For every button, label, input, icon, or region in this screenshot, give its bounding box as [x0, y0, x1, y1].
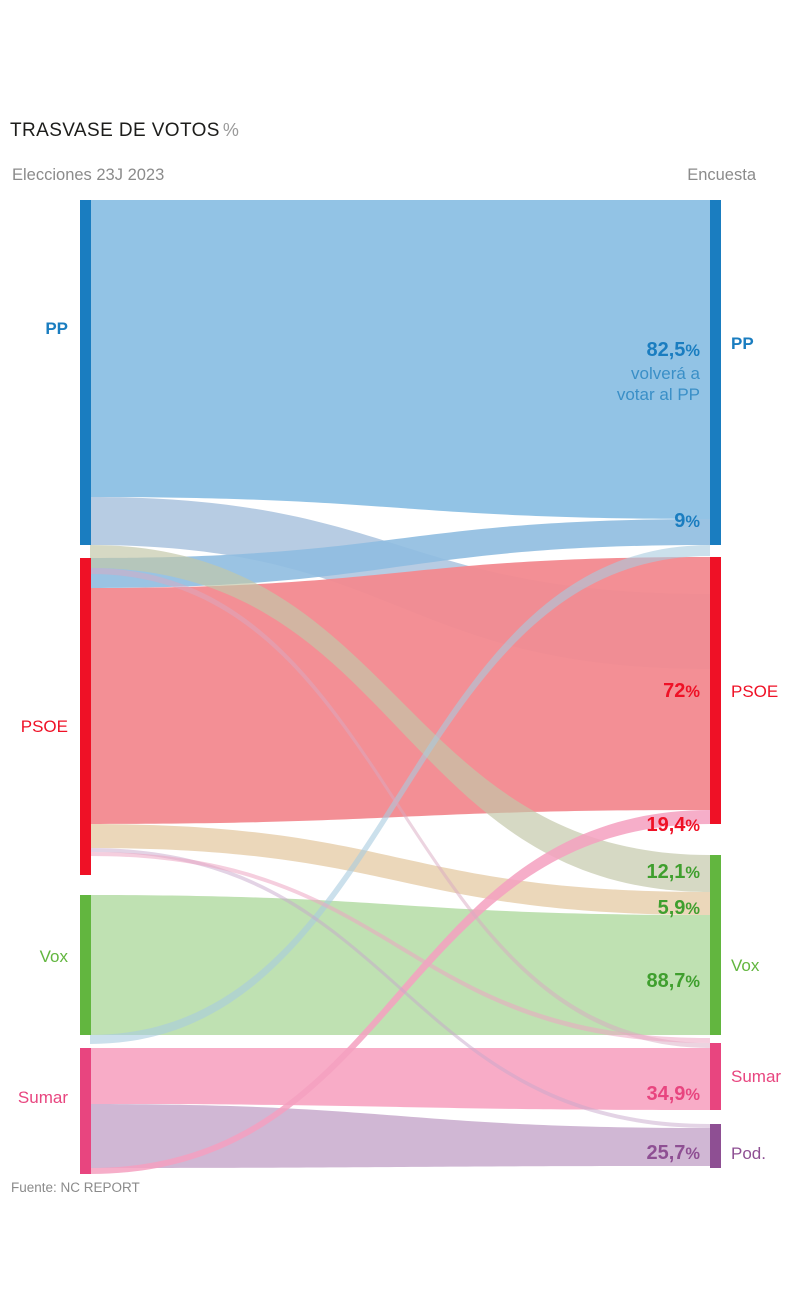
left-axis-label: Elecciones 23J 2023 [12, 166, 165, 184]
sankey-nodes-left [80, 200, 91, 1174]
link-psoe-to-pod [90, 848, 710, 1128]
right-node-labels: PP PSOE Vox Sumar Pod. [731, 334, 781, 1163]
annotation-psoe-to-pp: 9% [674, 510, 700, 532]
left-label-psoe: PSOE [21, 717, 68, 736]
right-label-sumar: Sumar [731, 1067, 781, 1086]
left-label-sumar: Sumar [18, 1088, 68, 1107]
left-label-vox: Vox [40, 947, 69, 966]
sankey-nodes-right [710, 200, 721, 1168]
link-psoe-to-pp [90, 519, 710, 588]
link-sumar-to-pod [90, 1104, 710, 1168]
link-vox-to-pp [90, 545, 710, 1044]
link-sumar-to-sumar [90, 1048, 710, 1110]
annotation-sumar-to-sumar-value: 34,9 [646, 1083, 685, 1105]
annotation-pp-to-vox-value: 12,1 [646, 861, 685, 883]
annotation-pp-to-vox-suffix: % [685, 864, 700, 882]
link-pp-to-pp [90, 200, 710, 519]
page-title-unit: % [222, 120, 240, 140]
node-left-sumar[interactable] [80, 1048, 91, 1174]
page-title-text: TRASVASE DE VOTOS [10, 120, 220, 141]
right-axis-label: Encuesta [687, 166, 756, 184]
annotation-pp-to-psoe: 19,4% [646, 814, 700, 836]
node-right-psoe[interactable] [710, 557, 721, 824]
annotation-pp-to-psoe-value: 19,4 [646, 814, 686, 836]
link-psoe-to-vox [90, 824, 710, 915]
annotation-pp-to-pp-value: 82,5 [646, 339, 685, 361]
link-pp-to-vox [90, 545, 710, 892]
right-label-pp: PP [731, 334, 754, 353]
left-label-pp: PP [45, 319, 68, 338]
right-label-vox: Vox [731, 956, 760, 975]
annotation-psoe-to-psoe-value: 72 [663, 680, 685, 702]
link-vox-to-vox [90, 895, 710, 1035]
annotation-pp-to-pp: 82,5% [646, 339, 700, 361]
annotation-sumar-to-pod-suffix: % [685, 1145, 700, 1163]
flow-annotations: 82,5% volverá a votar al PP 9% 72% 19,4%… [617, 339, 701, 1164]
annotation-vox-to-vox-suffix: % [685, 973, 700, 991]
node-left-pp[interactable] [80, 200, 91, 545]
annotation-pp-to-psoe-suffix: % [685, 817, 700, 835]
annotation-pp-to-pp-note-1: volverá a [631, 364, 701, 383]
right-label-pod: Pod. [731, 1144, 766, 1163]
node-right-sumar[interactable] [710, 1043, 721, 1110]
annotation-psoe-to-vox-value: 5,9 [658, 897, 686, 919]
left-node-labels: PP PSOE Vox Sumar [18, 319, 69, 1107]
annotation-pp-to-pp-note-2: votar al PP [617, 385, 700, 404]
node-right-vox[interactable] [710, 855, 721, 1035]
annotation-psoe-to-psoe-suffix: % [685, 683, 700, 701]
annotation-sumar-to-pod: 25,7% [646, 1142, 700, 1164]
annotation-sumar-to-pod-value: 25,7 [646, 1142, 685, 1164]
sankey-links [90, 200, 710, 1174]
annotation-vox-to-vox-value: 88,7 [646, 970, 685, 992]
node-left-vox[interactable] [80, 895, 91, 1035]
right-label-psoe: PSOE [731, 682, 778, 701]
source-note: Fuente: NC REPORT [11, 1180, 140, 1195]
link-psoe-to-sumar [90, 852, 710, 1043]
annotation-sumar-to-sumar-suffix: % [685, 1086, 700, 1104]
link-pp-to-sumar [90, 568, 710, 1048]
annotation-vox-to-vox: 88,7% [646, 970, 700, 992]
annotation-sumar-to-sumar: 34,9% [646, 1083, 700, 1105]
node-right-pod[interactable] [710, 1124, 721, 1168]
node-left-psoe[interactable] [80, 558, 91, 875]
annotation-pp-to-vox: 12,1% [646, 861, 700, 883]
annotation-psoe-to-vox-suffix: % [685, 900, 700, 918]
annotation-psoe-to-pp-suffix: % [685, 513, 700, 531]
annotation-pp-to-pp-suffix: % [685, 342, 700, 360]
link-sumar-to-psoe [90, 810, 710, 1174]
annotation-psoe-to-vox: 5,9% [658, 897, 701, 919]
page-title: TRASVASE DE VOTOS% [10, 120, 239, 142]
link-psoe-to-psoe [90, 557, 710, 824]
annotation-psoe-to-psoe: 72% [663, 680, 700, 702]
annotation-psoe-to-pp-value: 9 [674, 510, 685, 532]
node-right-pp[interactable] [710, 200, 721, 545]
